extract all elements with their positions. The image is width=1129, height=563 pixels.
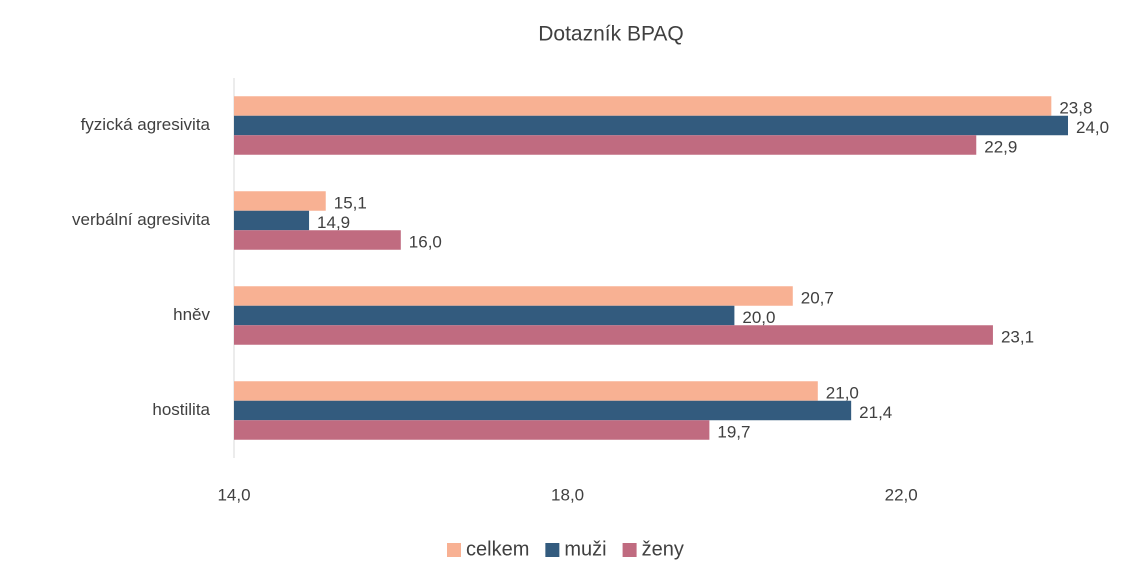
legend-label: muži xyxy=(564,538,606,560)
data-label: 23,8 xyxy=(1059,98,1092,117)
bar xyxy=(234,210,310,231)
data-label: 24,0 xyxy=(1076,118,1109,137)
bar xyxy=(234,305,735,326)
data-label: 21,0 xyxy=(826,383,859,402)
data-label: 19,7 xyxy=(717,422,750,441)
y-tick-label: verbální agresivita xyxy=(72,210,211,229)
y-tick-label: fyzická agresivita xyxy=(81,115,211,134)
bar xyxy=(234,230,401,250)
y-tick-label: hněv xyxy=(173,305,210,324)
chart-title: Dotazník BPAQ xyxy=(538,23,684,46)
bar xyxy=(234,400,852,421)
legend-swatch xyxy=(545,543,560,557)
x-tick-label: 22,0 xyxy=(885,485,918,504)
bar xyxy=(234,191,326,211)
x-tick-label: 18,0 xyxy=(551,485,584,504)
bar xyxy=(234,325,993,345)
data-label: 20,7 xyxy=(801,288,834,307)
y-tick-label: hostilita xyxy=(152,400,210,419)
legend-swatch xyxy=(447,543,461,557)
data-label: 15,1 xyxy=(334,193,367,212)
legend-swatch xyxy=(622,543,637,557)
data-label: 14,9 xyxy=(317,213,350,232)
data-label: 16,0 xyxy=(409,232,442,251)
x-tick-label: 14,0 xyxy=(217,485,250,504)
legend-label: celkem xyxy=(466,538,529,560)
bar xyxy=(234,96,1052,116)
bar xyxy=(234,420,710,440)
data-label: 20,0 xyxy=(742,308,775,327)
bar xyxy=(234,135,977,155)
data-label: 22,9 xyxy=(984,137,1017,156)
legend-label: ženy xyxy=(642,538,684,560)
data-label: 21,4 xyxy=(859,403,892,422)
data-label: 23,1 xyxy=(1001,327,1034,346)
bar xyxy=(234,381,818,401)
bar xyxy=(234,115,1068,136)
bar xyxy=(234,286,793,306)
